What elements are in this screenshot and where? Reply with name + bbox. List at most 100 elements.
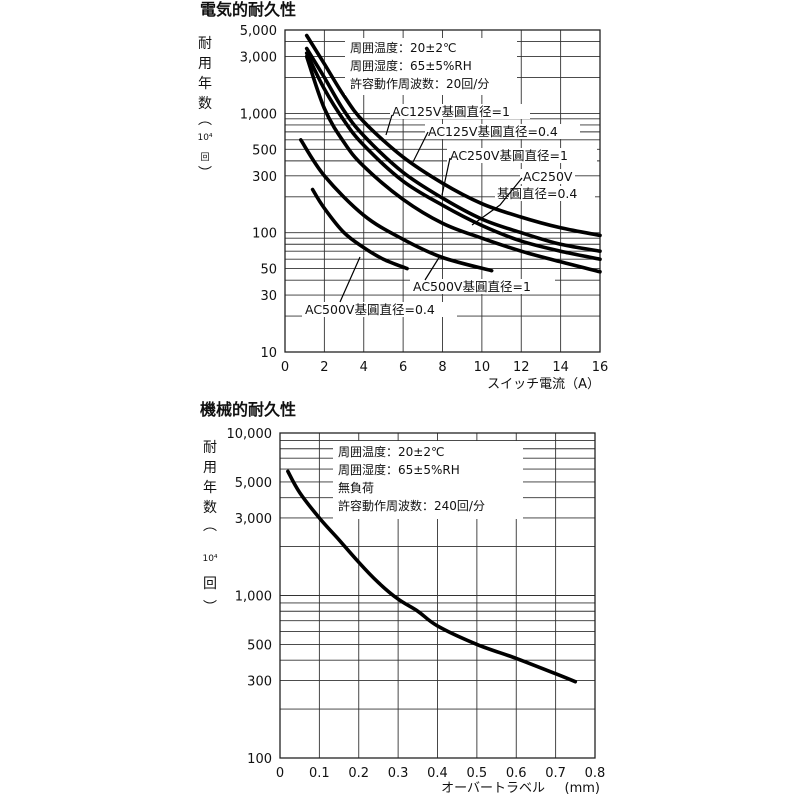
chart2-ylabel-paren-close: ︶ [203,600,217,616]
chart2-conditions-box: 周囲温度：20±2℃ 周囲湿度：65±5%RH 無負荷 許容動作周波数：240回… [333,441,523,519]
y-tick-label: 300 [252,170,277,185]
chart2-ylabel-char: 用 [203,460,217,476]
chart2-xlabel-unit: (mm) [565,781,600,796]
series-line [299,138,494,273]
leader-ac125v-1 [385,114,393,136]
y-tick-label: 100 [252,227,277,242]
x-tick-label: 0.4 [427,766,448,781]
x-tick-label: 0.2 [348,766,369,781]
x-tick-label: 0.3 [388,766,409,781]
leader-ac500v-1 [424,255,441,281]
y-tick-label: 10 [260,346,277,361]
x-tick-label: 12 [513,360,530,375]
leader-ac500v-04 [339,256,361,303]
chart2-title: 機械的耐久性 [200,400,296,419]
leader-ac250v-04 [471,177,523,226]
chart1-xticks: 0 2 4 6 8 10 12 14 16 [281,360,608,375]
chart1-condition: 許容動作周波数：20回/分 [350,76,489,91]
chart2-condition: 周囲湿度：65±5%RH [338,462,460,477]
chart1-conditions-bg [345,38,517,95]
series-line [304,33,602,238]
leader-ac125v-04 [412,131,429,163]
x-tick-label: 10 [474,360,491,375]
x-tick-label: 0 [281,360,289,375]
y-tick-label: 1,000 [235,590,272,605]
series-line [304,51,602,261]
y-tick-label: 30 [260,289,277,304]
chart1-condition: 周囲湿度：65±5%RH [350,58,472,73]
chart1-ylabel-char: 耐 [198,36,212,52]
y-tick-label: 1,000 [240,107,277,122]
series-line [304,46,602,253]
x-tick-label: 6 [399,360,407,375]
y-tick-label: 3,000 [235,512,272,527]
chart1-ylabel-unit-char: 回 [200,152,209,163]
chart1-ylabel-unit: 10⁴ [197,133,212,143]
mechanical-durability-chart: 機械的耐久性 耐 用 年 数 ︵ 10⁴ 回 ︶ 100 300 500 1,000 3… [200,400,605,796]
y-tick-label: 5,000 [240,24,277,39]
x-tick-label: 14 [552,360,569,375]
x-tick-label: 0 [276,766,284,781]
y-tick-label: 5,000 [235,476,272,491]
plot-frame [279,432,596,759]
series-line [286,469,578,684]
annotation-ac250v-1: AC250V基圓直径=1 [450,148,568,163]
y-tick-label: 500 [252,143,277,158]
chart1-ylabel-char: 年 [198,76,212,92]
annotation-ac250v: AC250V [523,169,573,184]
chart2-condition: 無負荷 [338,480,374,495]
x-tick-label: 16 [592,360,609,375]
chart2-xlabel: オーバートラベル [441,781,545,796]
chart2-ylabel-paren-open: ︵ [203,518,217,534]
chart1-ylabel-paren-open: ︵ [198,112,212,128]
chart1-title: 電気的耐久性 [200,0,296,19]
chart1-ylabel-paren-close: ︶ [198,166,212,182]
chart1-condition: 周囲温度：20±2℃ [350,40,456,55]
x-tick-label: 4 [360,360,368,375]
chart1-xlabel: スイッチ電流（A） [487,377,600,392]
annotation-ac500v-04: AC500V基圓直径=0.4 [305,302,435,317]
annotation-ac125v-1: AC125V基圓直径=1 [392,104,510,119]
x-tick-label: 8 [438,360,446,375]
chart2-yticks: 100 300 500 1,000 3,000 5,000 10,000 [227,427,273,767]
y-tick-label: 500 [247,638,272,653]
x-tick-label: 0.8 [585,766,606,781]
series-line [310,187,409,271]
chart2-condition: 許容動作周波数：240回/分 [338,498,485,513]
leader-ac250v-1 [441,157,451,196]
y-tick-label: 100 [247,752,272,767]
chart1-ylabel-char: 用 [198,56,212,72]
chart2-conditions-bg [333,441,523,519]
electrical-durability-chart: 電気的耐久性 耐 用 年 数 ︵ 10⁴ 回 ︶ 103050100300500… [197,0,608,392]
annotation-ac500v-1: AC500V基圓直径=1 [413,279,531,294]
chart1-ylabel: 耐 用 年 数 ︵ 10⁴ 回 ︶ [197,36,212,182]
chart2-series [286,469,578,684]
annotation-ac125v-04: AC125V基圓直径=0.4 [428,124,558,139]
chart2-condition: 周囲温度：20±2℃ [338,444,444,459]
chart1-ylabel-char: 数 [198,96,212,112]
chart2-ylabel-char: 年 [203,480,217,496]
chart2-ylabel: 耐 用 年 数 ︵ 10⁴ 回 ︶ [202,440,217,616]
x-tick-label: 0.6 [506,766,527,781]
chart2-ylabel-char: 耐 [203,440,217,456]
y-tick-label: 50 [260,263,277,278]
x-tick-label: 0.5 [467,766,488,781]
chart2-ylabel-unit: 10⁴ [202,554,217,564]
chart2-xticks: 0 0.1 0.2 0.3 0.4 0.5 0.6 0.7 0.8 [276,766,605,781]
y-tick-label: 10,000 [227,427,273,442]
series-line [304,54,602,274]
y-tick-label: 300 [247,674,272,689]
chart1-conditions-box: 周囲温度：20±2℃ 周囲湿度：65±5%RH 許容動作周波数：20回/分 [345,38,517,95]
chart1-annotations: AC125V基圓直径=1 AC125V基圓直径=0.4 AC250V基圓直径=1… [302,104,597,317]
x-tick-label: 2 [320,360,328,375]
x-tick-label: 0.1 [309,766,330,781]
plot-frame [284,29,601,353]
chart1-yticks: 10 30 50 100 300 500 1,000 3,000 5,000 [240,24,277,361]
chart2-ylabel-unit-char: 回 [203,576,217,592]
chart2-ylabel-char: 数 [203,500,217,516]
annotation-ac250v-04: 基圓直径=0.4 [497,186,577,201]
chart1-series [299,33,602,274]
x-tick-label: 0.7 [545,766,566,781]
y-tick-label: 3,000 [240,50,277,65]
